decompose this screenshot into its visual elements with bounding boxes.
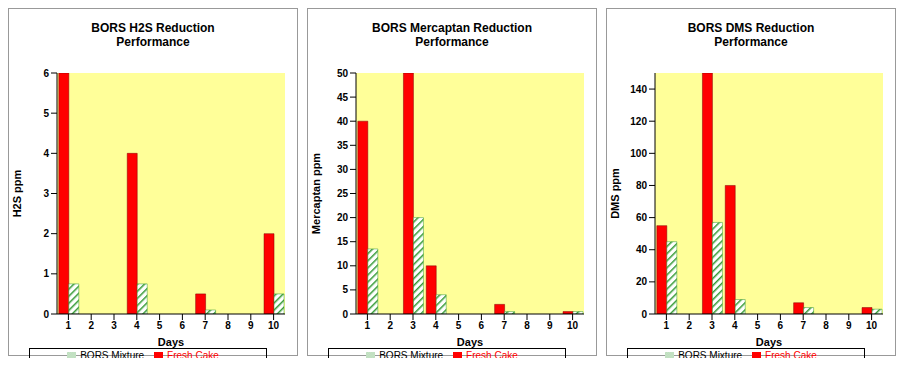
svg-text:35: 35 <box>337 140 349 151</box>
svg-text:20: 20 <box>337 212 349 223</box>
svg-text:10: 10 <box>337 260 349 271</box>
svg-text:8: 8 <box>225 320 231 331</box>
svg-text:10: 10 <box>866 320 878 331</box>
svg-text:100: 100 <box>630 148 647 159</box>
svg-text:Days: Days <box>457 336 483 348</box>
svg-text:80: 80 <box>636 180 648 191</box>
svg-text:50: 50 <box>337 68 349 79</box>
svg-text:1: 1 <box>43 268 49 279</box>
svg-text:9: 9 <box>547 320 553 331</box>
svg-text:2: 2 <box>88 320 94 331</box>
svg-text:Days: Days <box>158 336 184 348</box>
svg-text:10: 10 <box>567 320 579 331</box>
html-text:Fresh Cake: Fresh Cake <box>466 350 518 361</box>
svg-text:8: 8 <box>823 320 829 331</box>
svg-text:7: 7 <box>202 320 208 331</box>
svg-text:25: 25 <box>337 188 349 199</box>
html-text:Fresh Cake: Fresh Cake <box>765 350 817 361</box>
svg-text:3: 3 <box>111 320 117 331</box>
svg-text:4: 4 <box>134 320 140 331</box>
svg-text:2: 2 <box>387 320 393 331</box>
html-text:BORS DMS Reduction Performance: BORS DMS Reduction Performance <box>687 21 815 49</box>
svg-text:5: 5 <box>157 320 163 331</box>
svg-text:1: 1 <box>664 320 670 331</box>
svg-text:8: 8 <box>524 320 530 331</box>
svg-text:6: 6 <box>778 320 784 331</box>
html-text:Fresh Cake: Fresh Cake <box>167 350 219 361</box>
html-text:BORS Mixture: BORS Mixture <box>379 350 444 361</box>
svg-text:9: 9 <box>248 320 254 331</box>
svg-text:0: 0 <box>43 309 49 320</box>
svg-text:0: 0 <box>342 309 348 320</box>
svg-text:30: 30 <box>337 164 349 175</box>
svg-text:Mercaptan ppm: Mercaptan ppm <box>310 153 322 235</box>
svg-text:1: 1 <box>66 320 72 331</box>
svg-text:6: 6 <box>43 68 49 79</box>
svg-text:40: 40 <box>636 244 648 255</box>
svg-text:7: 7 <box>800 320 806 331</box>
svg-text:2: 2 <box>686 320 692 331</box>
svg-text:2: 2 <box>43 228 49 239</box>
svg-text:4: 4 <box>43 148 49 159</box>
html-text:BORS Mixture: BORS Mixture <box>678 350 743 361</box>
svg-text:6: 6 <box>180 320 186 331</box>
svg-text:20: 20 <box>636 276 648 287</box>
svg-text:60: 60 <box>636 212 648 223</box>
svg-text:4: 4 <box>732 320 738 331</box>
html-text:BORS H2S Reduction Performance: BORS H2S Reduction Performance <box>91 21 215 49</box>
svg-text:15: 15 <box>337 236 349 247</box>
html-text:BORS Mixture: BORS Mixture <box>80 350 145 361</box>
svg-text:7: 7 <box>501 320 507 331</box>
svg-text:Days: Days <box>756 336 782 348</box>
svg-text:40: 40 <box>337 116 349 127</box>
svg-text:45: 45 <box>337 92 349 103</box>
svg-text:3: 3 <box>43 188 49 199</box>
svg-text:5: 5 <box>342 284 348 295</box>
svg-text:3: 3 <box>709 320 715 331</box>
svg-text:5: 5 <box>43 108 49 119</box>
svg-text:DMS ppm: DMS ppm <box>609 168 621 219</box>
svg-text:H2S ppm: H2S ppm <box>11 169 23 217</box>
svg-text:0: 0 <box>641 309 647 320</box>
svg-text:6: 6 <box>479 320 485 331</box>
svg-text:4: 4 <box>433 320 439 331</box>
svg-text:9: 9 <box>846 320 852 331</box>
svg-text:3: 3 <box>410 320 416 331</box>
svg-text:1: 1 <box>365 320 371 331</box>
svg-text:5: 5 <box>456 320 462 331</box>
html-text:BORS Mercaptan Reduction Perfo: BORS Mercaptan Reduction Performance <box>372 21 532 49</box>
svg-text:10: 10 <box>268 320 280 331</box>
svg-text:5: 5 <box>755 320 761 331</box>
svg-text:120: 120 <box>630 116 647 127</box>
svg-text:140: 140 <box>630 84 647 95</box>
